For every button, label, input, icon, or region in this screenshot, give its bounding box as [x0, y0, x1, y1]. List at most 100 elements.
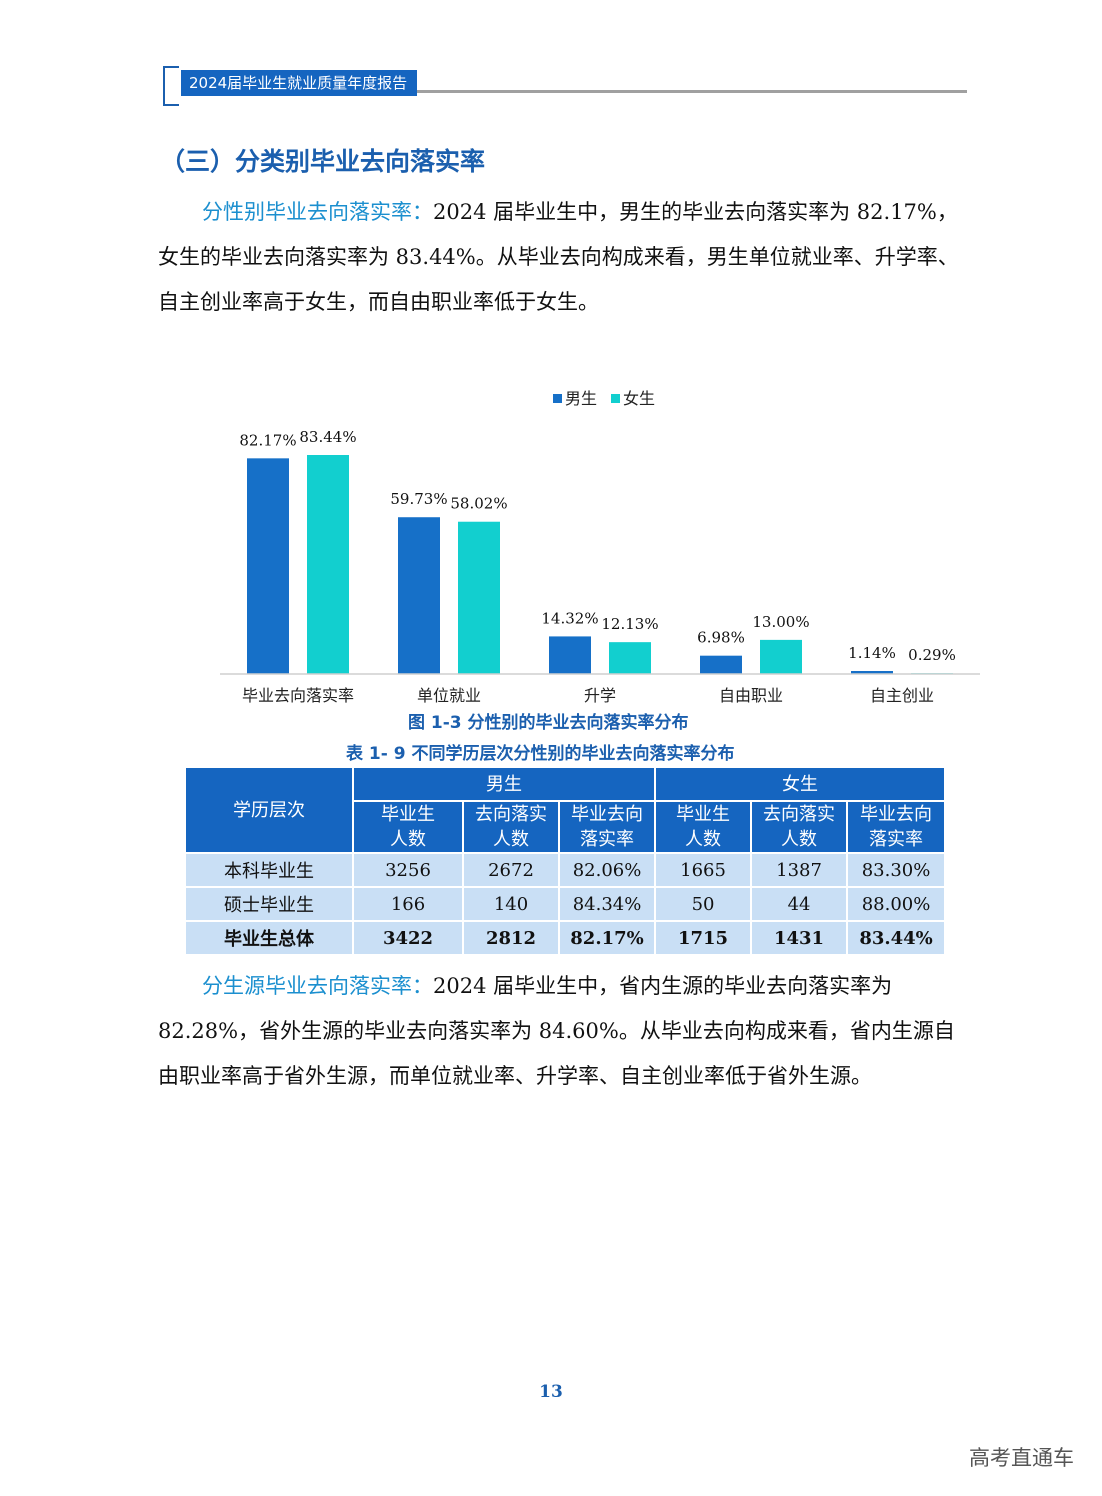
bar-female	[307, 455, 349, 674]
table-cell: 1715	[654, 920, 753, 956]
sub-header-line: 人数	[781, 829, 818, 850]
table-cell: 140	[462, 886, 560, 922]
data-label: 58.02%	[450, 495, 507, 513]
bar-male	[398, 517, 440, 674]
sub-header-cell: 去向落实 人数	[750, 800, 849, 854]
table-row: 毕业生总体 3422 2812 82.17% 1715 1431 83.44%	[184, 920, 947, 956]
table-cell: 3422	[352, 920, 464, 956]
table-caption: 表 1- 9 不同学历层次分性别的毕业去向落实率分布	[346, 744, 735, 764]
data-label: 6.98%	[697, 629, 745, 647]
header-bracket-decoration	[163, 66, 179, 106]
gender-paragraph: 分性别毕业去向落实率：2024 届毕业生中，男生的毕业去向落实率为 82.17%…	[158, 190, 973, 325]
row-label: 硕士毕业生	[184, 886, 354, 922]
sub-header-cell: 毕业去向 落实率	[557, 800, 657, 854]
table-body: 本科毕业生 3256 2672 82.06% 1665 1387 83.30% 硕士毕业生 16…	[184, 852, 947, 956]
x-tick-label: 单位就业	[417, 686, 481, 705]
sub-header-cell: 去向落实 人数	[462, 800, 560, 854]
table-cell: 44	[750, 886, 849, 922]
table-cell: 84.34%	[557, 886, 657, 922]
paragraph-line: 自主创业率高于女生，而自由职业率低于女生。	[158, 290, 599, 314]
chart-svg: 男生 女生 82.17% 83.44% 59.73% 58.02% 14.32% 12.13…	[220, 389, 980, 705]
bar-female	[458, 521, 500, 674]
data-label: 12.13%	[601, 615, 658, 633]
table-row: 硕士毕业生 166 140 84.34% 50 44 88.00%	[184, 886, 947, 922]
paragraph-line: 82.28%，省外生源的毕业去向落实率为 84.60%。从毕业去向构成来看，省内…	[158, 1019, 955, 1043]
table-cell: 3256	[352, 852, 464, 888]
paragraph-lead: 分生源毕业去向落实率：	[202, 974, 433, 998]
sub-header-cell: 毕业生 人数	[352, 800, 464, 854]
paragraph-line: 女生的毕业去向落实率为 83.44%。从毕业去向构成来看，男生单位就业率、升学率…	[158, 245, 959, 269]
bar-male	[549, 636, 591, 674]
paragraph-text: 2024 届毕业生中，省内生源的毕业去向落实率为	[433, 974, 893, 998]
table-cell: 1387	[750, 852, 849, 888]
table-cell: 1665	[654, 852, 753, 888]
chart-legend: 男生 女生	[553, 389, 655, 408]
sub-header-line: 毕业生	[381, 804, 435, 825]
row-label: 本科毕业生	[184, 852, 354, 888]
bar-female	[760, 639, 802, 674]
table-cell: 82.17%	[557, 920, 657, 956]
header-degree-level: 学历层次	[184, 766, 354, 854]
watermark-text: 高考直通车	[969, 1446, 1074, 1470]
gender-bar-chart: 男生 女生 82.17% 83.44% 59.73% 58.02% 14.32% 12.13…	[210, 380, 990, 714]
sub-header-line: 毕业生	[676, 804, 731, 825]
origin-paragraph: 分生源毕业去向落实率：2024 届毕业生中，省内生源的毕业去向落实率为 82.2…	[158, 964, 973, 1099]
sub-header-line: 落实率	[580, 829, 635, 850]
table-cell: 2672	[462, 852, 560, 888]
sub-header-cell: 毕业去向 落实率	[846, 800, 947, 854]
data-label: 59.73%	[390, 490, 447, 508]
paragraph-line: 分性别毕业去向落实率：2024 届毕业生中，男生的毕业去向落实率为 82.17%…	[158, 190, 973, 235]
report-header-title: 2024届毕业生就业质量年度报告	[181, 70, 417, 96]
sub-header-line: 人数	[493, 829, 529, 850]
row-label: 毕业生总体	[184, 920, 354, 956]
sub-header-line: 毕业去向	[860, 804, 933, 825]
x-tick-label: 毕业去向落实率	[242, 686, 354, 705]
legend-label: 女生	[623, 389, 655, 408]
table-cell: 83.30%	[846, 852, 947, 888]
data-label: 13.00%	[752, 613, 809, 631]
section-title: （三）分类别毕业去向落实率	[160, 147, 486, 176]
sub-header-row: 毕业生 人数 去向落实 人数 毕业去向 落实率 毕业生 人数 去向落实 人数 毕业去向 落实率	[185, 800, 947, 854]
sub-header-line: 落实率	[869, 829, 924, 850]
sub-header-line: 人数	[390, 829, 426, 850]
figure-caption: 图 1-3 分性别的毕业去向落实率分布	[408, 713, 689, 733]
page-number: 13	[539, 1382, 563, 1402]
x-tick-label: 自由职业	[719, 686, 783, 705]
header-group-female: 女生	[654, 766, 947, 802]
paragraph-lead: 分性别毕业去向落实率：	[202, 200, 433, 224]
data-label: 1.14%	[848, 644, 896, 662]
legend-label: 男生	[565, 389, 597, 408]
x-tick-label: 自主创业	[870, 686, 934, 705]
data-label: 14.32%	[541, 609, 598, 627]
x-tick-label: 升学	[584, 686, 616, 705]
chart-x-labels: 毕业去向落实率 单位就业 升学 自由职业 自主创业	[242, 686, 934, 705]
sub-header-line: 去向落实	[763, 804, 836, 825]
data-label: 83.44%	[299, 428, 356, 446]
paragraph-text: 2024 届毕业生中，男生的毕业去向落实率为 82.17%，	[433, 200, 958, 224]
gender-degree-table: 学历层次 男生 女生 毕业生 人数 去向落实 人数 毕业去向 落实率 毕业生 人数 去向落实 人数…	[184, 766, 947, 956]
header-rule	[417, 90, 967, 93]
table-cell: 82.06%	[557, 852, 657, 888]
table-cell: 166	[352, 886, 464, 922]
data-label: 82.17%	[239, 431, 296, 449]
legend-swatch	[611, 394, 620, 403]
table-cell: 50	[654, 886, 753, 922]
bar-male	[851, 671, 893, 674]
table-row: 本科毕业生 3256 2672 82.06% 1665 1387 83.30%	[184, 852, 947, 888]
chart-bars: 82.17% 83.44% 59.73% 58.02% 14.32% 12.13% 6.98…	[239, 428, 956, 674]
bar-female	[609, 642, 651, 674]
paragraph-line: 分生源毕业去向落实率：2024 届毕业生中，省内生源的毕业去向落实率为	[158, 964, 973, 1009]
paragraph-line: 由职业率高于省外生源，而单位就业率、升学率、自主创业率低于省外生源。	[158, 1064, 872, 1088]
bar-male	[247, 458, 289, 674]
table-cell: 88.00%	[846, 886, 947, 922]
sub-header-cell: 毕业生 人数	[654, 800, 753, 854]
sub-header-line: 毕业去向	[571, 804, 644, 825]
data-label: 0.29%	[908, 646, 956, 664]
table-cell: 83.44%	[846, 920, 947, 956]
sub-header-line: 人数	[685, 829, 722, 850]
table-cell: 1431	[750, 920, 849, 956]
sub-header-line: 去向落实	[475, 804, 547, 825]
table-cell: 2812	[462, 920, 560, 956]
header-group-male: 男生	[351, 766, 657, 802]
legend-swatch	[553, 394, 562, 403]
